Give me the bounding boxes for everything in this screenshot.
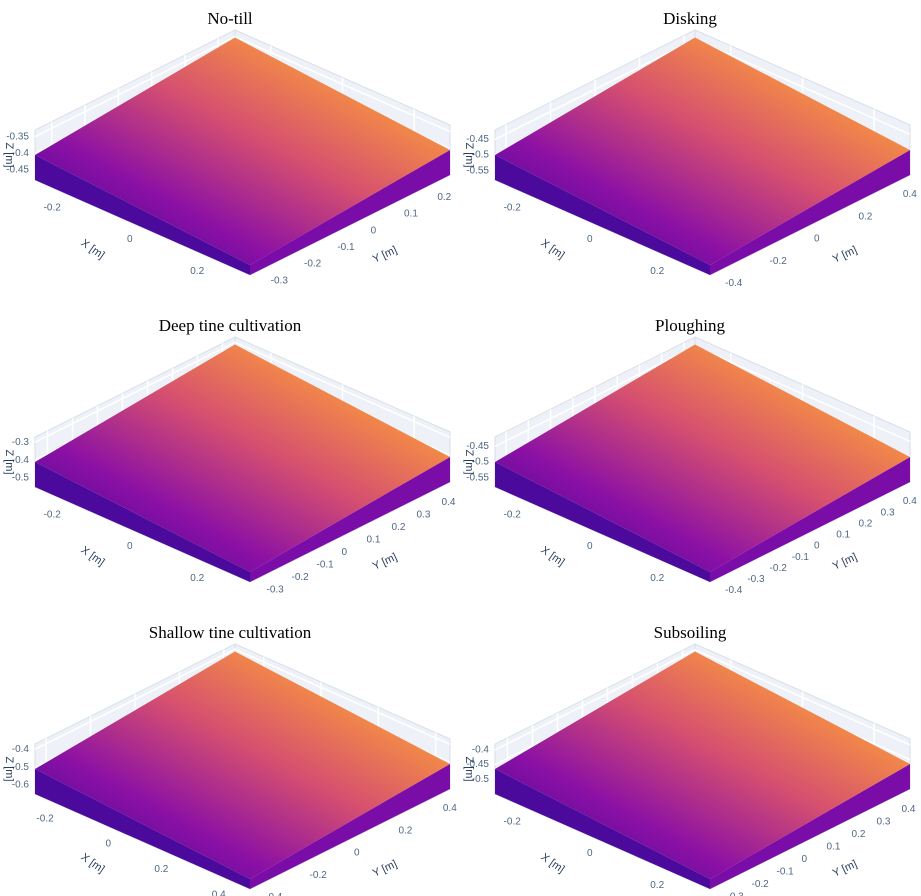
y-tick-label: -0.3 <box>271 275 289 286</box>
y-tick-label: -0.3 <box>747 574 765 585</box>
y-tick-label: -0.3 <box>727 891 745 896</box>
y-tick-label: -0.1 <box>777 866 795 877</box>
y-tick-label: -0.2 <box>770 563 788 574</box>
surface <box>35 38 450 266</box>
y-tick-label: -0.2 <box>292 572 310 583</box>
y-tick-label: -0.1 <box>337 242 355 253</box>
panel-title: Deep tine cultivation <box>159 316 302 335</box>
y-tick-label: 0 <box>354 848 360 859</box>
y-tick-label: 0 <box>802 854 808 865</box>
y-axis-title: Y [m] <box>831 551 859 573</box>
x-tick-label: 0 <box>587 541 593 552</box>
y-tick-label: -0.2 <box>752 879 770 890</box>
y-tick-label: -0.3 <box>267 584 285 595</box>
surface <box>495 652 910 880</box>
x-tick-label: -0.2 <box>44 202 62 213</box>
x-tick-label: 0 <box>587 848 593 859</box>
z-axis-title: Z [m] <box>3 756 15 781</box>
y-tick-label: -0.4 <box>725 278 743 289</box>
x-tick-label: 0 <box>127 234 133 245</box>
figure: No-till-0.200.2-0.3-0.2-0.100.10.2-0.45-… <box>0 0 921 896</box>
z-axis-title: Z [m] <box>463 142 475 167</box>
surface <box>35 345 450 573</box>
y-tick-label: 0 <box>342 547 348 558</box>
y-tick-label: 0 <box>814 541 820 552</box>
y-axis-title: Y [m] <box>371 858 399 880</box>
y-tick-label: 0.4 <box>902 804 916 815</box>
z-axis-title: Z [m] <box>463 756 475 781</box>
panel-title: Disking <box>663 9 717 28</box>
y-tick-label: 0.2 <box>858 518 872 529</box>
x-tick-label: -0.2 <box>504 816 522 827</box>
y-tick-label: -0.2 <box>304 259 322 270</box>
x-axis-title: X [m] <box>79 851 107 876</box>
y-tick-label: 0.2 <box>392 522 406 533</box>
z-tick-label: -0.4 <box>12 744 30 755</box>
z-tick-label: -0.3 <box>12 437 30 448</box>
x-tick-label: 0 <box>105 839 111 850</box>
x-tick-label: 0.2 <box>190 573 204 584</box>
y-tick-label: -0.4 <box>725 585 743 596</box>
x-tick-label: 0.2 <box>650 880 664 891</box>
x-tick-label: 0.2 <box>190 266 204 277</box>
z-tick-label: -0.35 <box>6 131 29 142</box>
y-tick-label: -0.2 <box>310 870 328 881</box>
y-tick-label: 0.4 <box>903 496 917 507</box>
y-tick-label: 0.1 <box>836 530 850 541</box>
z-axis-title: Z [m] <box>3 449 15 474</box>
panel-title: Shallow tine cultivation <box>149 623 312 642</box>
y-tick-label: 0.2 <box>398 825 412 836</box>
x-tick-label: -0.2 <box>504 202 522 213</box>
y-tick-label: 0.3 <box>881 507 895 518</box>
y-tick-label: 0.2 <box>437 192 451 203</box>
surface <box>35 652 450 880</box>
z-axis-title: Z [m] <box>463 449 475 474</box>
y-tick-label: 0.1 <box>404 209 418 220</box>
x-axis-title: X [m] <box>79 544 107 569</box>
y-tick-label: 0.4 <box>443 803 457 814</box>
y-axis-title: Y [m] <box>371 244 399 266</box>
y-axis-title: Y [m] <box>831 244 859 266</box>
z-tick-label: -0.4 <box>472 745 490 756</box>
panel-title: Ploughing <box>655 316 725 335</box>
x-axis-title: X [m] <box>539 237 567 262</box>
x-axis-title: X [m] <box>539 851 567 876</box>
y-tick-label: 0.4 <box>442 497 456 508</box>
x-tick-label: 0.2 <box>154 864 168 875</box>
y-tick-label: 0.3 <box>417 509 431 520</box>
z-axis-title: Z [m] <box>3 142 15 167</box>
y-tick-label: 0 <box>814 234 820 245</box>
surface <box>495 38 910 266</box>
x-tick-label: 0 <box>587 234 593 245</box>
y-tick-label: 0.1 <box>827 841 841 852</box>
x-tick-label: 0.4 <box>212 889 226 896</box>
x-axis-title: X [m] <box>539 544 567 569</box>
x-axis-title: X [m] <box>79 237 107 262</box>
y-tick-label: 0.3 <box>877 816 891 827</box>
x-tick-label: -0.2 <box>44 509 62 520</box>
panel-title: Subsoiling <box>654 623 727 642</box>
y-tick-label: -0.1 <box>317 559 335 570</box>
y-tick-label: -0.1 <box>792 552 810 563</box>
x-tick-label: -0.2 <box>36 813 54 824</box>
y-axis-title: Y [m] <box>831 858 859 880</box>
y-tick-label: 0.1 <box>367 534 381 545</box>
y-tick-label: 0.2 <box>858 211 872 222</box>
y-tick-label: 0.4 <box>903 189 917 200</box>
y-tick-label: -0.4 <box>265 892 283 896</box>
x-tick-label: 0.2 <box>650 573 664 584</box>
x-tick-label: 0.2 <box>650 266 664 277</box>
x-tick-label: 0 <box>127 541 133 552</box>
y-tick-label: 0.2 <box>852 829 866 840</box>
y-tick-label: 0 <box>371 225 377 236</box>
x-tick-label: -0.2 <box>504 509 522 520</box>
y-tick-label: -0.2 <box>770 256 788 267</box>
panel-title: No-till <box>207 9 253 28</box>
y-axis-title: Y [m] <box>371 551 399 573</box>
